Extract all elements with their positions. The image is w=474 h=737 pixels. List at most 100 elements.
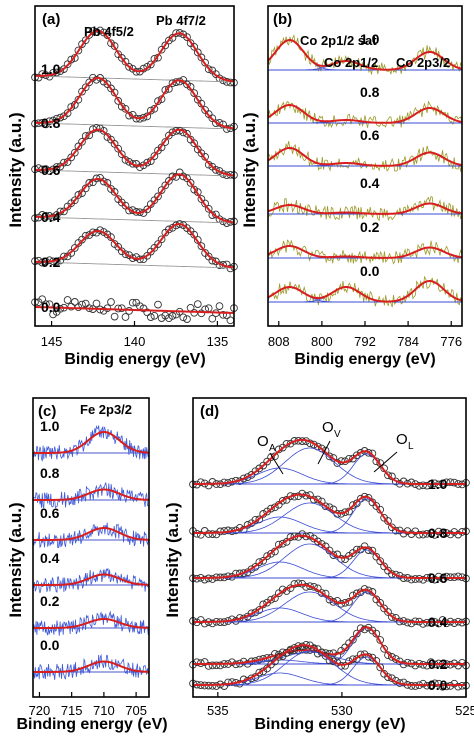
b-series-1.0-fit [267,38,463,71]
d-series-0.2-point-57 [411,661,420,670]
d-series-0.0-point-54 [399,678,408,687]
a-series-0.4-background [35,216,234,224]
a-series-1.0 [31,26,238,87]
a-series-0.6-point-35 [157,143,166,152]
a-series-0.0-point-52 [219,310,227,319]
d-series-0.0-fit [193,644,466,686]
d-series-0.4-point-65 [442,619,451,628]
panel-a-peak-label-1: Pb 4f5/2 [84,24,134,39]
a-series-0.8-point-23 [114,97,123,105]
d-series-0.8-point-4 [204,530,213,538]
a-series-0.4-point-20 [103,179,112,187]
b-level-label-2: 0.6 [360,127,380,143]
b-level-label-0: 1.0 [360,31,380,47]
ol-main: O [396,431,408,448]
panel-a-frame [34,5,235,327]
a-series-1.0-point-47 [201,58,209,67]
a-series-0.4-point-8 [60,207,68,216]
a-series-1.0-point-44 [190,42,199,51]
a-series-0.8-point-49 [208,114,217,123]
a-series-1.0-point-26 [125,63,133,71]
d-series-0.0-point-36 [329,657,338,666]
panel-a-level-labels: 1.0 0.8 0.6 0.4 0.2 0.0 [41,61,61,315]
panel-b-plot [267,5,463,327]
d-series-0.0-point-22 [274,653,283,661]
a-series-1.0-point-22 [110,42,119,50]
a-series-0.0-point-2 [38,295,47,304]
d-series-0.6-point-63 [434,572,443,581]
d-series-1.0-point-50 [384,471,392,480]
c-series-0.2-fit [33,618,149,629]
b-series-0.0-raw [267,275,463,308]
a-series-0.6-point-39 [172,127,180,135]
panel-d-xlabel: Binding energy (eV) [254,716,405,733]
d-series-0.8 [189,489,470,539]
b-series-0.8 [267,100,463,129]
d-series-0.0-point-9 [224,678,232,687]
a-series-0.4-point-34 [154,192,162,201]
a-series-0.6-point-31 [143,158,152,167]
d-series-0.6-point-56 [407,575,416,584]
a-series-0.0-point-11 [70,298,79,306]
b-xtick-label-0: 808 [268,334,290,349]
panel-c-level-labels: 1.0 0.8 0.6 0.4 0.2 0.0 [40,418,60,653]
c-level-label-0: 1.0 [40,418,60,434]
d-series-0.0-point-68 [454,682,463,691]
d-series-0.4-point-50 [384,608,392,616]
a-level-label-5: 0.0 [41,299,61,315]
a-series-0.6-point-44 [190,139,199,148]
d-level-label-4: 0.2 [428,656,448,672]
d-series-0.4-point-17 [255,606,264,614]
d-xtick-label-1: 530 [331,703,353,718]
a-series-1.0-point-10 [67,55,76,64]
a-series-0.0-point-27 [128,298,137,307]
a-series-0.8-point-38 [168,79,177,88]
panel-d-ylabel: Intensity (a.u.) [163,502,182,617]
a-series-0.4-point-35 [157,186,166,194]
d-series-0.2-point-39 [341,643,349,652]
a-series-0.4-point-12 [74,191,83,199]
d-series-0.8-point-45 [364,493,373,502]
a-series-0.6-point-33 [150,152,159,160]
a-series-0.6-point-32 [146,157,155,165]
a-series-0.0-point-38 [168,312,177,320]
d-series-1.0-point-45 [364,448,373,457]
panel-b-peak-label-2: Co 2p1/2 [324,55,378,70]
panel-b-level-labels: 1.0 0.8 0.6 0.4 0.2 0.0 [360,31,380,279]
d-xtick-label-2: 525 [455,703,474,718]
c-level-label-1: 0.8 [40,465,60,481]
d-level-label-0: 1.0 [428,476,448,492]
a-series-1.0-point-36 [161,41,170,50]
a-series-0.4-point-22 [110,188,119,196]
a-series-1.0-background [35,75,234,83]
a-series-1.0-point-32 [146,60,155,69]
a-series-0.6-point-50 [212,166,220,174]
a-series-0.0-point-51 [215,302,224,310]
d-series-0.0-point-38 [337,661,346,670]
a-series-0.4 [31,168,238,227]
a-series-0.2-point-11 [70,244,79,252]
a-series-0.4-point-47 [201,199,209,208]
b-series-1.0 [267,34,463,75]
c-series-0.0-raw [32,653,150,680]
b-series-0.0-fit [267,280,463,303]
panel-a-plot [31,5,238,327]
a-series-0.4-point-43 [186,179,195,187]
d-series-0.2-point-51 [388,653,396,661]
a-series-1.0-point-42 [183,33,191,41]
a-series-0.2-point-34 [154,240,162,248]
d-series-1.0-point-65 [442,478,451,487]
b-series-0.0-component-2 [268,280,463,303]
d-series-0.4-point-21 [271,594,279,603]
c-series-0.4-raw [32,568,150,594]
b-xtick-label-4: 776 [440,334,462,349]
oa-pointer [269,452,284,475]
c-series-0.8-fit [33,488,150,501]
panel-a-tick-labels: 145 140 135 [41,334,229,349]
d-series-0.6-point-44 [360,542,369,551]
d-series-0.6-point-65 [442,572,451,581]
d-series-0.8-point-23 [278,496,287,505]
panel-c-tag: (c) [38,403,56,420]
a-xtick-label-0: 145 [41,334,63,349]
